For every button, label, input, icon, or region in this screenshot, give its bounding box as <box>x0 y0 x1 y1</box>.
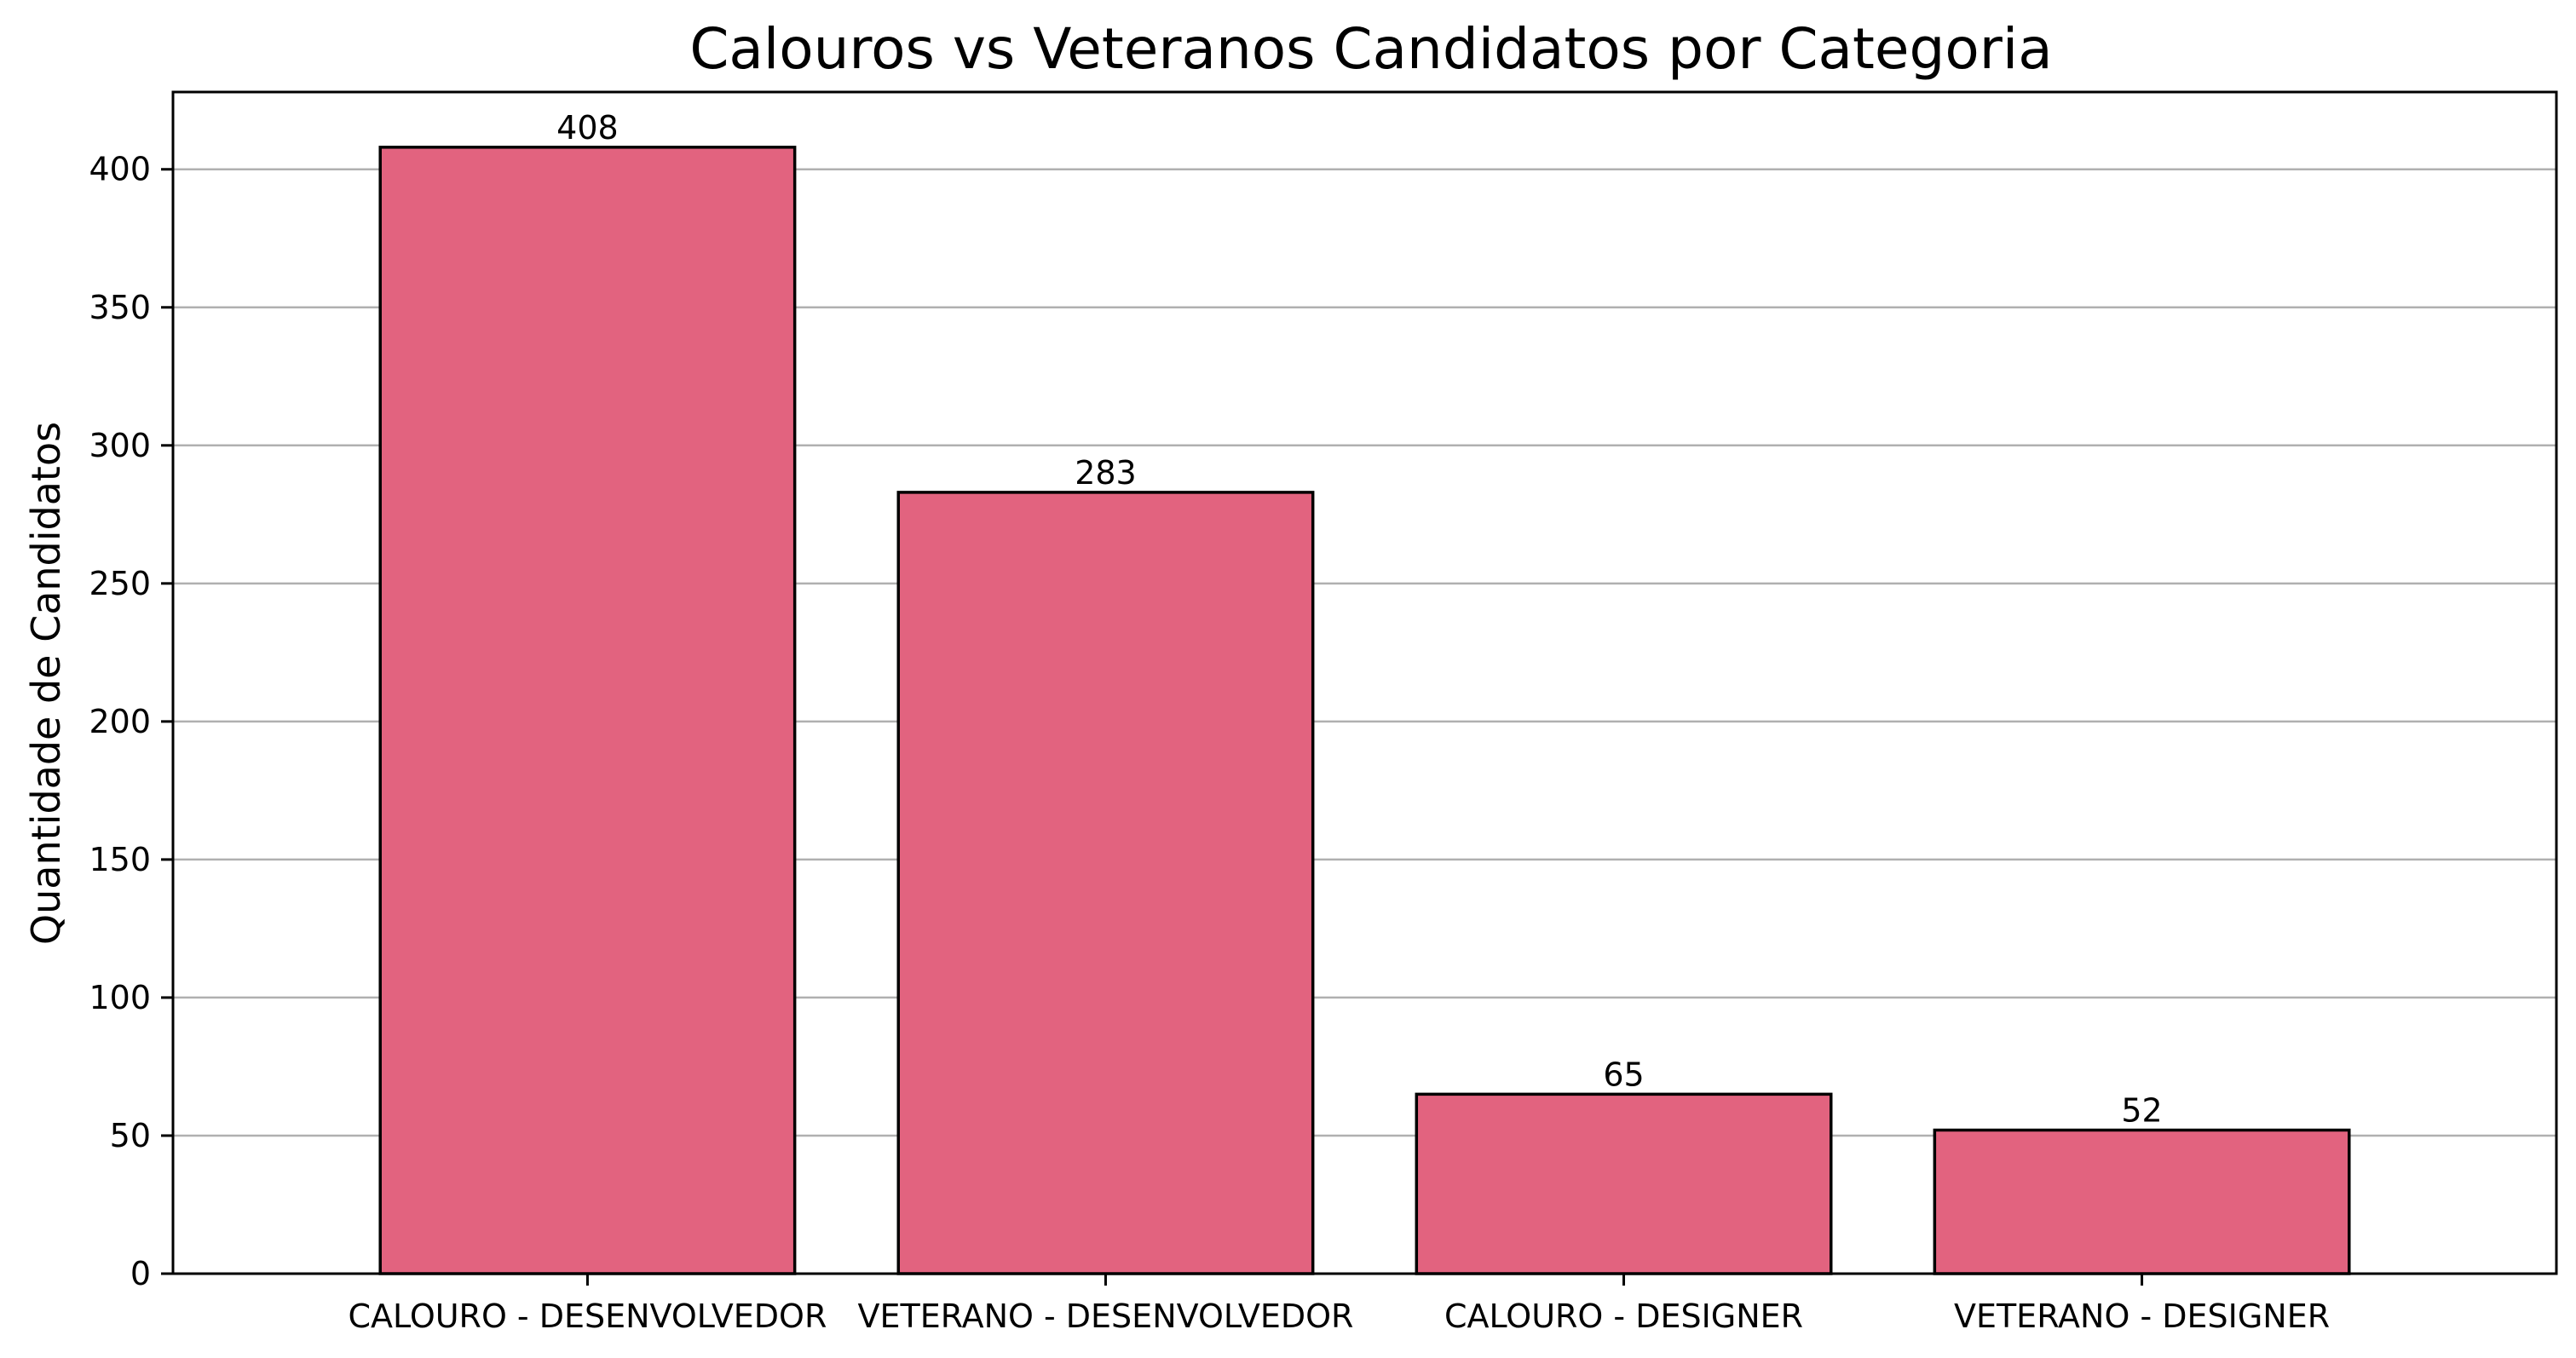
bar-value-label: 52 <box>2121 1091 2162 1129</box>
x-tick-label: VETERANO - DESENVOLVEDOR <box>858 1298 1354 1335</box>
y-tick-label: 0 <box>130 1255 151 1292</box>
y-tick-label: 50 <box>110 1117 151 1154</box>
y-tick-label: 250 <box>89 565 151 602</box>
bar-value-labels: 408 283 65 52 <box>556 109 2163 1130</box>
y-tick-label: 100 <box>89 979 151 1016</box>
bar <box>1933 1128 2351 1275</box>
y-tick-label: 150 <box>89 841 151 878</box>
bar-value-label: 283 <box>1075 454 1137 492</box>
x-tick-label: CALOURO - DESENVOLVEDOR <box>348 1298 827 1335</box>
y-axis-label: Quantidade de Candidatos <box>23 422 69 945</box>
bar <box>896 491 1315 1275</box>
x-tick-label: VETERANO - DESIGNER <box>1954 1298 2330 1335</box>
bar <box>1415 1092 1833 1275</box>
y-tick-label: 350 <box>89 289 151 326</box>
axes: 0 50 100 150 200 250 300 350 400 CALOURO - DESENV… <box>89 90 2558 1335</box>
bar-value-label: 408 <box>556 109 619 147</box>
bars <box>378 146 2351 1275</box>
bar-value-label: 65 <box>1603 1056 1644 1093</box>
y-tick-label: 300 <box>89 427 151 464</box>
y-tick-label: 400 <box>89 151 151 188</box>
bar <box>378 146 797 1275</box>
chart-title: Calouros vs Veteranos Candidatos por Cat… <box>689 16 2052 82</box>
y-tick-label: 200 <box>89 703 151 740</box>
plot-frame <box>171 90 2558 1275</box>
x-tick-label: CALOURO - DESIGNER <box>1444 1298 1803 1335</box>
